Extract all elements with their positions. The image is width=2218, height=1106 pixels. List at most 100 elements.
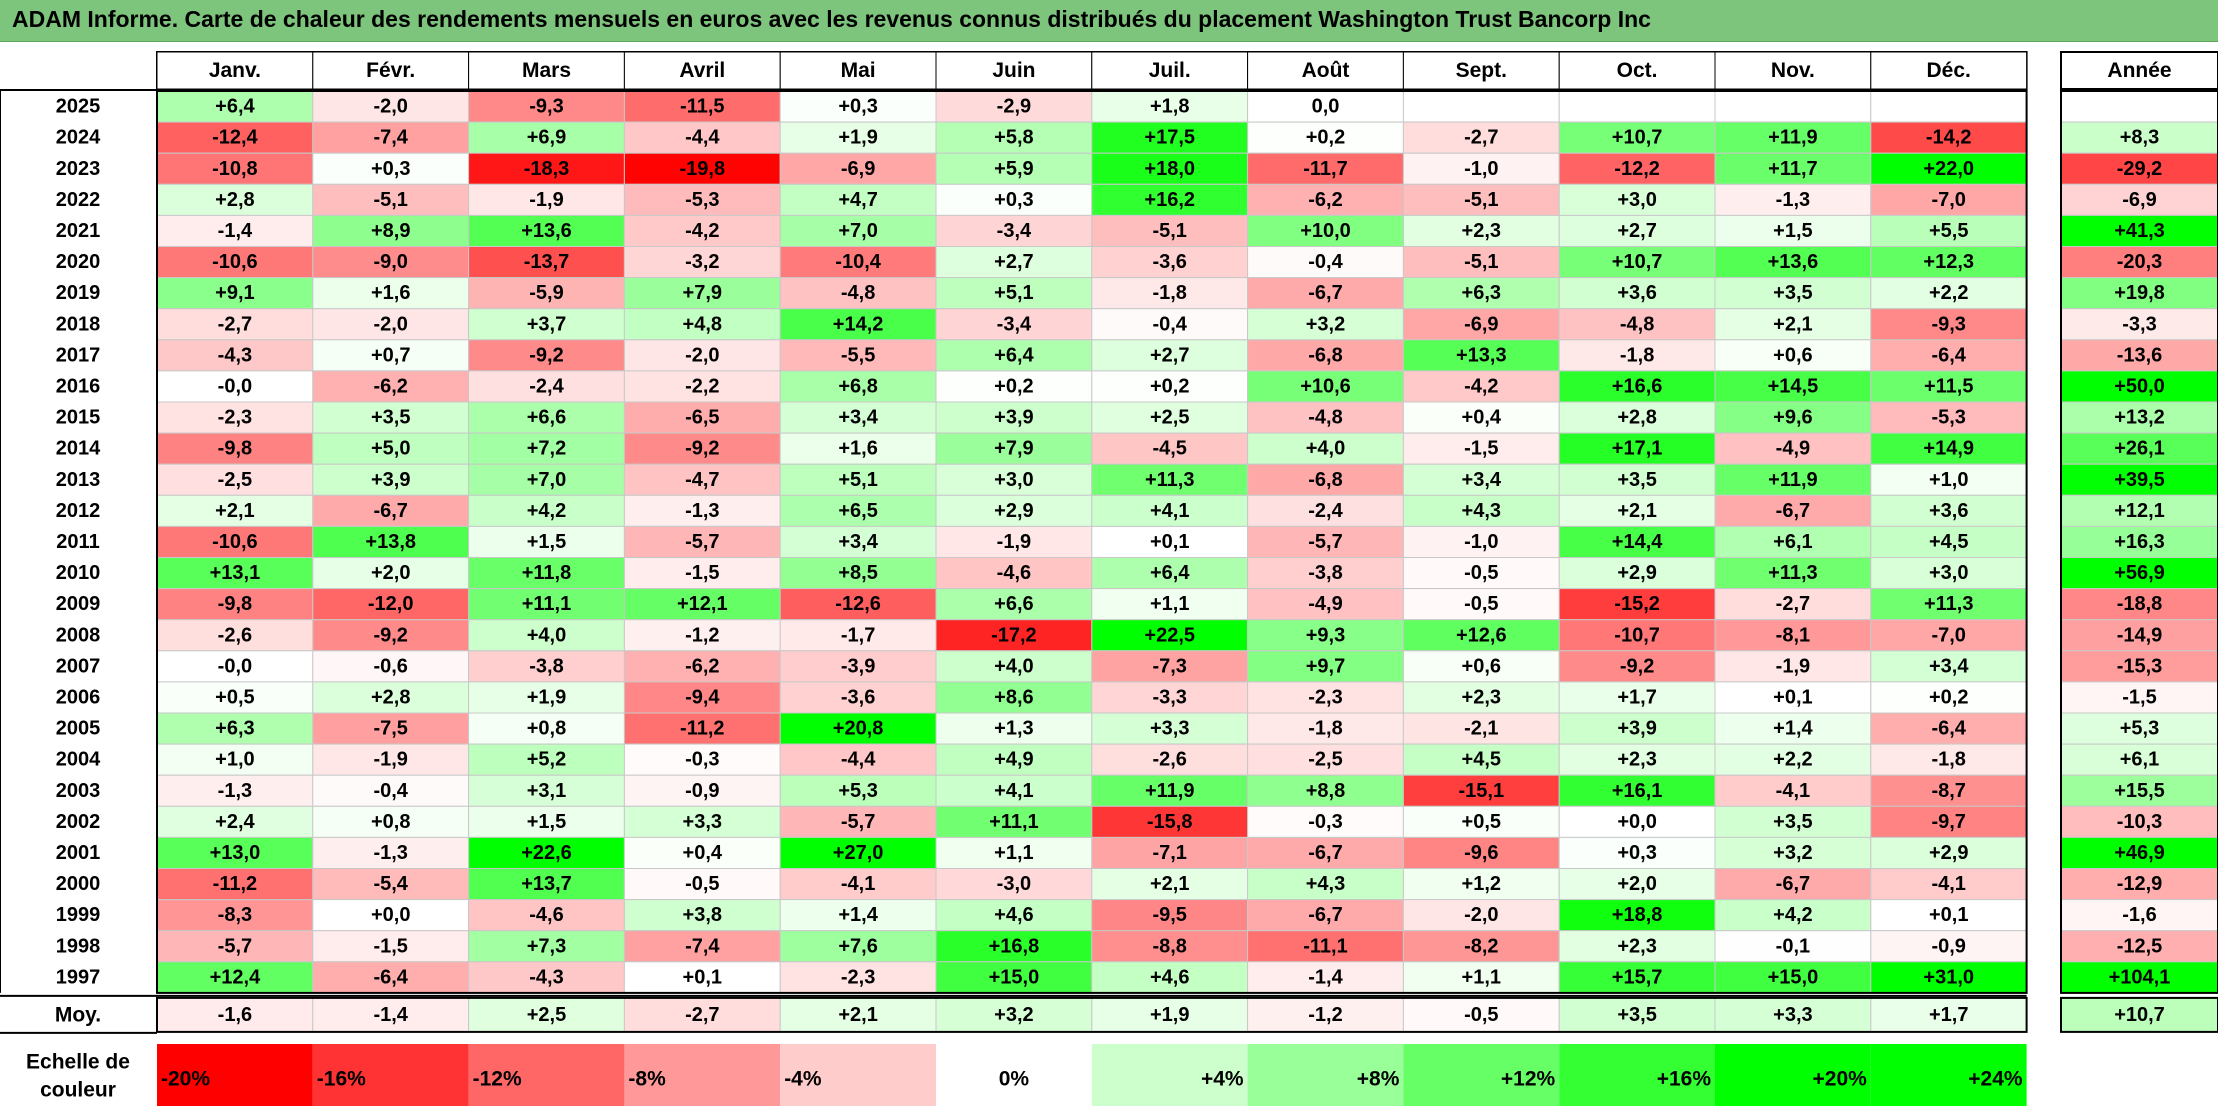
cell-value: +1,6 <box>371 282 410 304</box>
heatmap-cell <box>312 774 470 807</box>
heatmap-cell <box>1247 650 1404 683</box>
cell-value: +4,0 <box>527 624 566 646</box>
cell-value: -4,4 <box>685 127 720 149</box>
scale-step-label: +8% <box>1357 1068 1400 1091</box>
average-cell <box>623 997 781 1033</box>
heatmap-cell <box>1402 650 1560 683</box>
cell-value: +1,9 <box>838 127 877 149</box>
cell-value: +0,3 <box>838 96 877 118</box>
cell-value: +2,1 <box>1617 500 1656 522</box>
month-header-cell <box>1247 51 1404 90</box>
cell-value: -3,6 <box>1152 251 1186 273</box>
heatmap-cell <box>1402 619 1560 652</box>
cell-value: +4,7 <box>838 189 877 211</box>
average-value: -1,4 <box>373 1004 408 1026</box>
heatmap-cell <box>1714 339 1872 372</box>
month-header-label: Mai <box>841 59 876 82</box>
cell-value: +2,9 <box>1617 562 1656 584</box>
cell-value: -2,1 <box>1464 718 1498 740</box>
heatmap-cell <box>1247 743 1404 776</box>
annual-value: -12,5 <box>2117 935 2163 957</box>
cell-value: -6,5 <box>685 407 719 429</box>
cell-value: -7,0 <box>1931 189 1965 211</box>
heatmap-cell <box>312 463 470 496</box>
annual-cell <box>2060 277 2218 310</box>
annual-value: -15,3 <box>2117 655 2163 677</box>
cell-value: +3,6 <box>1929 500 1968 522</box>
heatmap-cell <box>156 619 314 652</box>
cell-value: +0,2 <box>1150 375 1189 397</box>
heatmap-cell <box>312 370 470 403</box>
heatmap-cell <box>935 930 1093 963</box>
cell-value: -6,4 <box>373 966 408 988</box>
heatmap-cell <box>1558 214 1716 247</box>
cell-value: -1,9 <box>1776 655 1810 677</box>
heatmap-cell <box>779 463 937 496</box>
cell-value: +4,1 <box>1150 500 1189 522</box>
heatmap-cell <box>312 805 470 838</box>
heatmap-cell <box>1558 183 1716 216</box>
heatmap-cell <box>1247 183 1404 216</box>
cell-value: -8,2 <box>1464 935 1498 957</box>
average-cell <box>1091 997 1249 1033</box>
scale-swatch <box>1247 1044 1404 1106</box>
annual-block-frame <box>2060 90 2218 994</box>
heatmap-cell <box>156 774 314 807</box>
cell-value: +5,0 <box>371 438 410 460</box>
heatmap-cell <box>312 899 470 932</box>
cell-value: +3,5 <box>1773 811 1812 833</box>
cell-value: +2,1 <box>215 500 254 522</box>
cell-value: -4,1 <box>841 873 875 895</box>
heatmap-cell <box>1247 370 1404 403</box>
cell-value: -17,2 <box>991 624 1037 646</box>
cell-value: -7,4 <box>373 127 408 149</box>
cell-value: -2,3 <box>1308 686 1342 708</box>
heatmap-cell <box>623 183 781 216</box>
cell-value: -2,7 <box>1464 127 1498 149</box>
cell-value: +0,3 <box>1617 842 1656 864</box>
heatmap-cell <box>1091 463 1249 496</box>
heatmap-cell <box>935 743 1093 776</box>
heatmap-cell <box>1558 401 1716 434</box>
annual-header-cell <box>2060 51 2218 90</box>
cell-value: +1,0 <box>1929 469 1968 491</box>
heatmap-cell <box>1402 277 1560 310</box>
heatmap-cell <box>1091 152 1249 185</box>
cell-value: -6,8 <box>1308 344 1342 366</box>
month-header-label: Sept. <box>1456 59 1507 82</box>
heatmap-cell <box>935 277 1093 310</box>
cell-value: -13,7 <box>524 251 570 273</box>
cell-value: -1,5 <box>685 562 719 584</box>
cell-value: +3,4 <box>838 407 878 429</box>
heatmap-cell <box>312 183 470 216</box>
title-bar: ADAM Informe. Carte de chaleur des rende… <box>0 0 2218 42</box>
heatmap-cell <box>623 650 781 683</box>
cell-value: +13,3 <box>1456 344 1507 366</box>
heatmap-cell <box>1091 214 1249 247</box>
cell-value: +13,6 <box>1768 251 1819 273</box>
cell-value: +11,3 <box>1924 593 1974 615</box>
heatmap-cell <box>623 401 781 434</box>
cell-value: -19,8 <box>680 158 726 180</box>
heatmap-cell <box>1091 805 1249 838</box>
heatmap-cell <box>1091 899 1249 932</box>
annual-value: +39,5 <box>2114 469 2165 491</box>
annual-value: +46,9 <box>2114 842 2165 864</box>
annual-cell <box>2060 712 2218 745</box>
cell-value: +4,5 <box>1929 531 1968 553</box>
cell-value: -7,4 <box>685 935 720 957</box>
heatmap-cell <box>1870 308 2028 341</box>
month-header-label: Févr. <box>366 59 415 82</box>
heatmap-cell <box>1247 868 1404 901</box>
cell-value: +11,5 <box>1924 375 1974 397</box>
average-cell <box>935 997 1093 1033</box>
cell-value: -0,0 <box>218 655 252 677</box>
cell-value: -9,6 <box>1464 842 1498 864</box>
average-value: +3,3 <box>1773 1004 1812 1026</box>
cell-value: +1,6 <box>838 438 877 460</box>
cell-value: +6,1 <box>1773 531 1812 553</box>
scale-swatch <box>312 1044 469 1106</box>
cell-value: -7,5 <box>373 718 407 740</box>
heatmap-cell <box>623 525 781 559</box>
cell-value: -7,0 <box>1931 624 1965 646</box>
